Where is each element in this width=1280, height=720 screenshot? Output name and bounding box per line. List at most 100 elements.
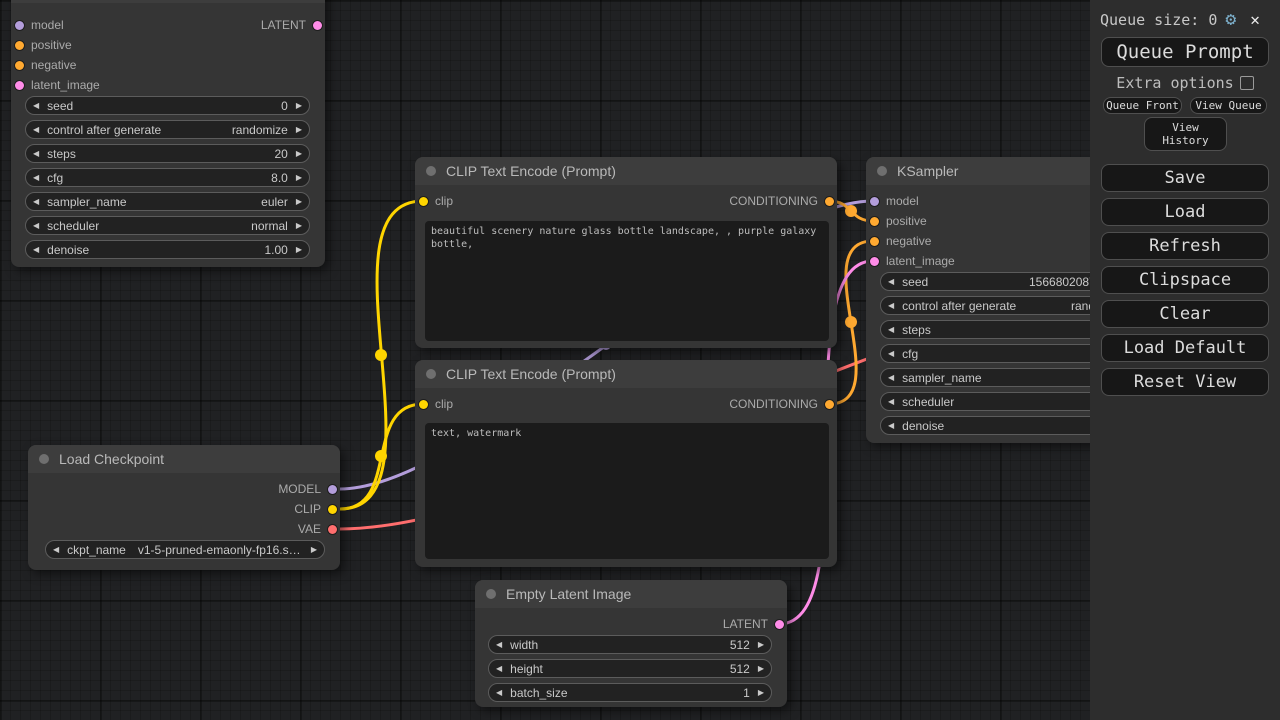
decrement-arrow-icon[interactable]: ◀ [33, 196, 40, 206]
clear-button[interactable]: Clear [1101, 300, 1269, 328]
widget-batch-size[interactable]: ◀ batch_size 1 ▶ [488, 683, 772, 702]
decrement-arrow-icon[interactable]: ◀ [33, 244, 40, 254]
widget-seed[interactable]: ◀ seed 1566802087 [880, 272, 1142, 291]
model-slot-dot[interactable] [870, 196, 879, 206]
view-history-button[interactable]: View History [1144, 117, 1227, 151]
node-title: CLIP Text Encode (Prompt) [446, 366, 616, 382]
node-ksampler-left[interactable]: KSampler model positive negative latent_… [11, 0, 325, 267]
decrement-arrow-icon[interactable]: ◀ [888, 348, 895, 358]
increment-arrow-icon[interactable]: ▶ [295, 148, 302, 158]
increment-arrow-icon[interactable]: ▶ [295, 124, 302, 134]
decrement-arrow-icon[interactable]: ◀ [33, 100, 40, 110]
decrement-arrow-icon[interactable]: ◀ [888, 324, 895, 334]
conditioning-slot-dot[interactable] [15, 40, 24, 50]
decrement-arrow-icon[interactable]: ◀ [33, 124, 40, 134]
input-slot-model: model [870, 194, 919, 208]
collapse-dot-icon[interactable] [39, 454, 49, 464]
increment-arrow-icon[interactable]: ▶ [757, 687, 764, 697]
increment-arrow-icon[interactable]: ▶ [757, 639, 764, 649]
decrement-arrow-icon[interactable]: ◀ [496, 687, 503, 697]
output-slot-model: MODEL [278, 482, 337, 496]
latent-slot-dot[interactable] [775, 619, 784, 629]
conditioning-slot-dot[interactable] [825, 399, 834, 409]
decrement-arrow-icon[interactable]: ◀ [496, 663, 503, 673]
increment-arrow-icon[interactable]: ▶ [757, 663, 764, 673]
increment-arrow-icon[interactable]: ▶ [295, 172, 302, 182]
prompt-textarea[interactable]: beautiful scenery nature glass bottle la… [425, 221, 829, 341]
widget-ckpt-name[interactable]: ◀ ckpt_name v1-5-pruned-emaonly-fp16.s… … [45, 540, 325, 559]
conditioning-slot-dot[interactable] [825, 196, 834, 206]
conditioning-slot-dot[interactable] [870, 216, 879, 226]
node-title-bar[interactable]: CLIP Text Encode (Prompt) [415, 360, 837, 388]
slot-label: positive [886, 214, 927, 228]
increment-arrow-icon[interactable]: ▶ [295, 244, 302, 254]
prompt-textarea[interactable]: text, watermark [425, 423, 829, 559]
decrement-arrow-icon[interactable]: ◀ [33, 220, 40, 230]
decrement-arrow-icon[interactable]: ◀ [888, 396, 895, 406]
load-default-button[interactable]: Load Default [1101, 334, 1269, 362]
widget-control-after-generate[interactable]: ◀ control after generate randomize ▶ [25, 120, 310, 139]
clipspace-button[interactable]: Clipspace [1101, 266, 1269, 294]
node-title-bar[interactable]: Load Checkpoint [28, 445, 340, 473]
queue-front-button[interactable]: Queue Front [1103, 97, 1182, 114]
node-title-bar[interactable]: CLIP Text Encode (Prompt) [415, 157, 837, 185]
widget-steps[interactable]: ◀ steps [880, 320, 1142, 339]
widget-sampler-name[interactable]: ◀ sampler_name euler ▶ [25, 192, 310, 211]
collapse-dot-icon[interactable] [426, 369, 436, 379]
clip-slot-dot[interactable] [328, 504, 337, 514]
increment-arrow-icon[interactable]: ▶ [295, 220, 302, 230]
increment-arrow-icon[interactable]: ▶ [295, 196, 302, 206]
decrement-arrow-icon[interactable]: ◀ [888, 372, 895, 382]
decrement-arrow-icon[interactable]: ◀ [888, 276, 895, 286]
node-title-bar[interactable]: Empty Latent Image [475, 580, 787, 608]
widget-denoise[interactable]: ◀ denoise 1.00 ▶ [25, 240, 310, 259]
collapse-dot-icon[interactable] [486, 589, 496, 599]
node-title-bar[interactable]: KSampler [11, 0, 325, 3]
settings-gear-icon[interactable]: ⚙ [1225, 9, 1237, 30]
close-icon[interactable]: ✕ [1250, 10, 1260, 29]
decrement-arrow-icon[interactable]: ◀ [888, 300, 895, 310]
widget-height[interactable]: ◀ height 512 ▶ [488, 659, 772, 678]
latent-slot-dot[interactable] [313, 20, 322, 30]
collapse-dot-icon[interactable] [877, 166, 887, 176]
view-queue-button[interactable]: View Queue [1190, 97, 1267, 114]
model-slot-dot[interactable] [15, 20, 24, 30]
decrement-arrow-icon[interactable]: ◀ [33, 172, 40, 182]
slot-label: CONDITIONING [729, 397, 818, 411]
widget-control-after-generate[interactable]: ◀ control after generate randomize [880, 296, 1142, 315]
decrement-arrow-icon[interactable]: ◀ [888, 420, 895, 430]
reset-view-button[interactable]: Reset View [1101, 368, 1269, 396]
refresh-button[interactable]: Refresh [1101, 232, 1269, 260]
widget-scheduler[interactable]: ◀ scheduler normal ▶ [25, 216, 310, 235]
node-clip-text-encode-positive[interactable]: CLIP Text Encode (Prompt) clip CONDITION… [415, 157, 837, 348]
next-arrow-icon[interactable]: ▶ [310, 544, 317, 554]
load-button[interactable]: Load [1101, 198, 1269, 226]
decrement-arrow-icon[interactable]: ◀ [496, 639, 503, 649]
widget-cfg[interactable]: ◀ cfg 8.0 ▶ [25, 168, 310, 187]
widget-cfg[interactable]: ◀ cfg [880, 344, 1142, 363]
conditioning-slot-dot[interactable] [15, 60, 24, 70]
node-load-checkpoint[interactable]: Load Checkpoint MODEL CLIP VAE ◀ ckpt_na… [28, 445, 340, 570]
node-empty-latent-image[interactable]: Empty Latent Image LATENT ◀ width 512 ▶ … [475, 580, 787, 707]
save-button[interactable]: Save [1101, 164, 1269, 192]
widget-steps[interactable]: ◀ steps 20 ▶ [25, 144, 310, 163]
latent-slot-dot[interactable] [870, 256, 879, 266]
extra-options-checkbox[interactable] [1239, 76, 1254, 90]
vae-slot-dot[interactable] [328, 524, 337, 534]
increment-arrow-icon[interactable]: ▶ [295, 100, 302, 110]
latent-slot-dot[interactable] [15, 80, 24, 90]
model-slot-dot[interactable] [328, 484, 337, 494]
clip-slot-dot[interactable] [419, 399, 428, 409]
queue-prompt-button[interactable]: Queue Prompt [1101, 37, 1269, 67]
conditioning-slot-dot[interactable] [870, 236, 879, 246]
input-slot-model: model [15, 18, 64, 32]
widget-seed[interactable]: ◀ seed 0 ▶ [25, 96, 310, 115]
clip-slot-dot[interactable] [419, 196, 428, 206]
widget-scheduler[interactable]: ◀ scheduler [880, 392, 1142, 411]
decrement-arrow-icon[interactable]: ◀ [33, 148, 40, 158]
collapse-dot-icon[interactable] [426, 166, 436, 176]
prev-arrow-icon[interactable]: ◀ [53, 544, 60, 554]
widget-width[interactable]: ◀ width 512 ▶ [488, 635, 772, 654]
node-clip-text-encode-negative[interactable]: CLIP Text Encode (Prompt) clip CONDITION… [415, 360, 837, 567]
